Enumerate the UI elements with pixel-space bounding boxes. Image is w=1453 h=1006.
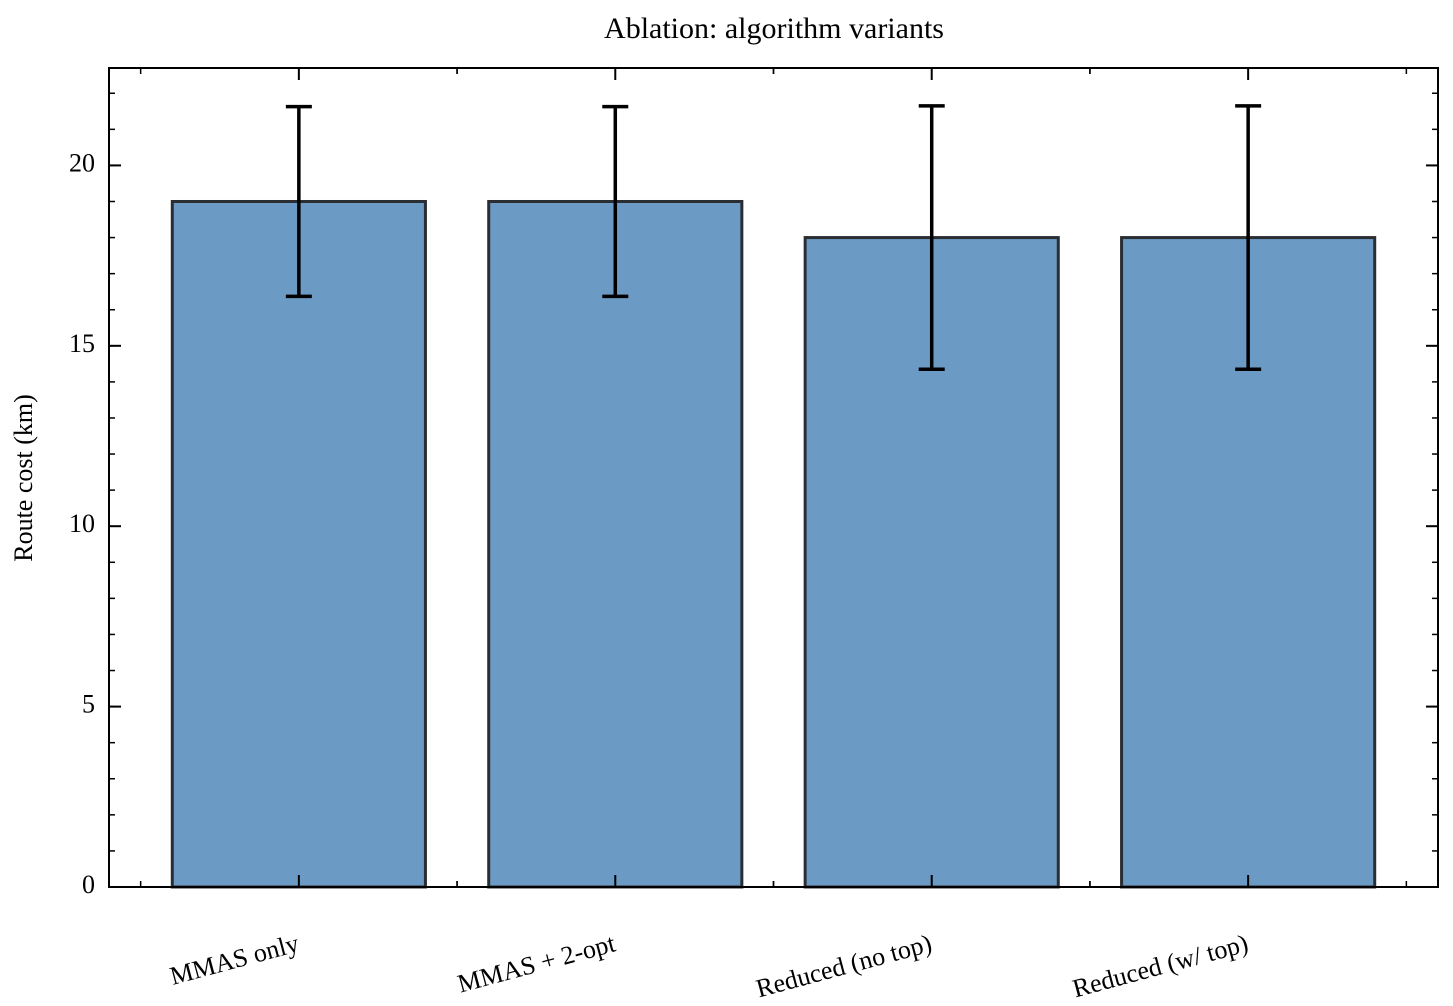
error-bar <box>602 104 629 299</box>
x-tick-label: MMAS only <box>167 929 302 991</box>
plot-frame <box>108 67 1439 888</box>
y-tick-label: 10 <box>69 509 95 538</box>
x-tick-label: Reduced (w/ top) <box>1069 929 1251 1004</box>
y-tick-label: 15 <box>69 329 95 358</box>
x-tick-label: MMAS + 2-opt <box>454 928 619 998</box>
error-bar <box>918 104 945 372</box>
bar <box>170 199 427 889</box>
y-tick-label: 20 <box>69 148 95 177</box>
error-bar <box>285 104 312 299</box>
error-bar <box>1235 104 1262 372</box>
y-tick-label: 5 <box>82 690 95 719</box>
x-tick-label: Reduced (no top) <box>753 929 935 1004</box>
chart-title: Ablation: algorithm variants <box>604 12 944 45</box>
bar <box>487 199 744 889</box>
y-axis-label: Route cost (km) <box>9 394 38 562</box>
y-tick-label: 0 <box>82 870 95 899</box>
